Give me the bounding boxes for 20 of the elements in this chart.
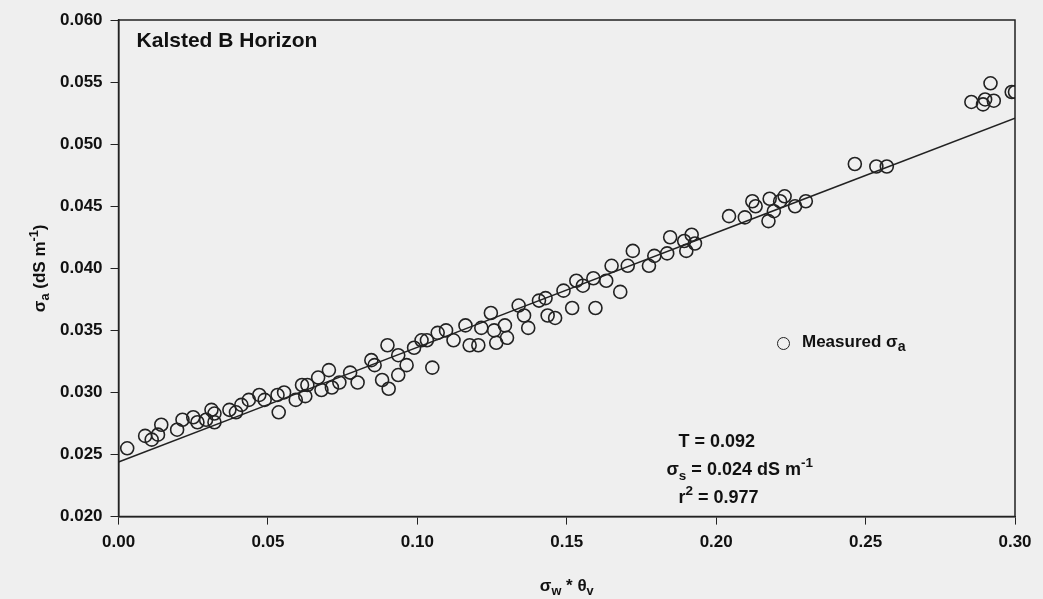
legend-label: Measured σ$_{a}$ <box>802 332 906 355</box>
y-axis-title: σa (dS m-1) <box>25 224 53 313</box>
y-tick-label: 0.050 <box>59 133 103 153</box>
y-tick-label: 0.030 <box>59 382 103 402</box>
x-tick-label: 0.05 <box>251 532 285 552</box>
x-tick-label: 0.20 <box>699 532 733 552</box>
chart-title: Kalsted B Horizon <box>136 27 318 51</box>
y-tick-label: 0.025 <box>59 444 103 464</box>
y-tick-label: 0.035 <box>59 320 103 340</box>
x-tick-label: 0.10 <box>400 532 434 552</box>
x-tick-label: 0.30 <box>998 532 1032 552</box>
y-tick-label: 0.020 <box>59 506 103 526</box>
x-tick-label: 0.25 <box>849 532 883 552</box>
x-tick-label: 0.15 <box>550 532 584 552</box>
y-tick-label: 0.040 <box>59 257 103 277</box>
y-tick-label: 0.045 <box>59 195 103 215</box>
x-tick-label: 0.00 <box>101 532 136 552</box>
y-tick-label: 0.055 <box>59 71 103 91</box>
y-tick-label: 0.060 <box>59 9 103 29</box>
annotation: T = 0.092 <box>678 430 756 451</box>
